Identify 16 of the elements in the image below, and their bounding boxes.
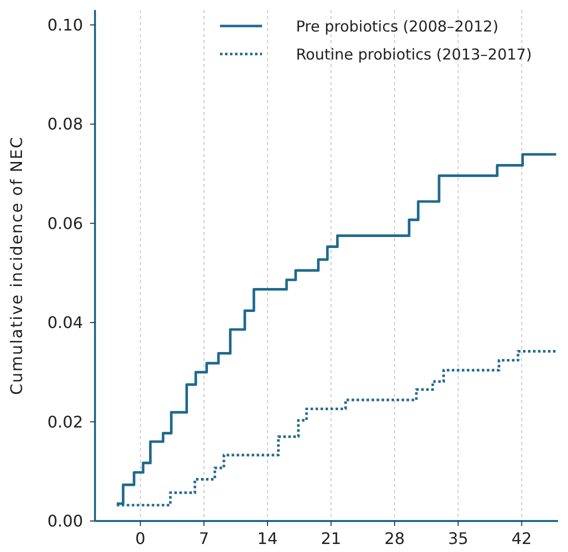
y-axis-title: Cumulative incidence of NEC [7,136,26,395]
legend-label: Routine probiotics (2013–2017) [296,45,532,64]
y-tick-label: 0.10 [47,15,83,34]
x-tick-label: 21 [320,529,342,548]
y-tick-label: 0.04 [47,313,83,332]
x-tick-label: 42 [512,529,532,548]
y-tick-label: 0.00 [47,512,83,531]
y-tick-label: 0.08 [47,114,83,134]
legend-label: Pre probiotics (2008–2012) [296,17,498,36]
x-tick-label: 35 [448,529,468,548]
x-tick-label: 0 [135,529,146,548]
y-tick-label: 0.06 [47,214,83,233]
x-tick-label: 14 [257,529,278,548]
x-tick-label: 28 [384,529,405,548]
y-tick-label: 0.02 [47,412,83,432]
x-tick-label: 7 [198,529,210,548]
